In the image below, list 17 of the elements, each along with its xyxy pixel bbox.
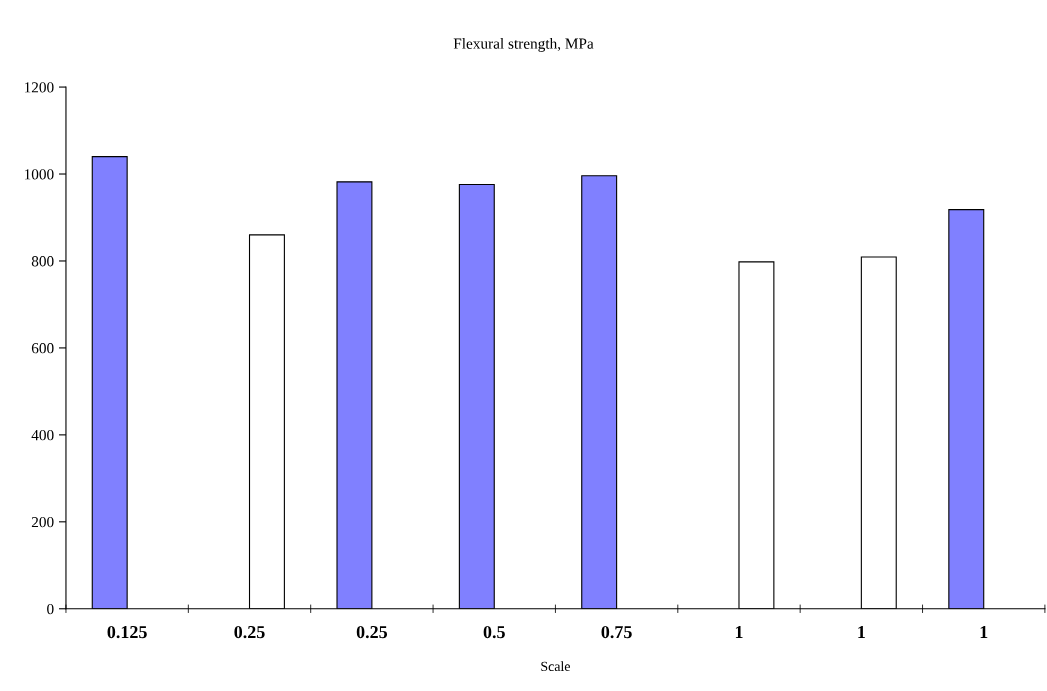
x-tick-label: 1 (858, 626, 865, 638)
y-tick-label: 1000 (24, 169, 54, 180)
x-tick-label: 0.75 (601, 625, 632, 639)
x-tick-label: 0.25 (234, 625, 265, 639)
x-tick-label: 0.125 (107, 625, 147, 639)
y-tick-label: 0 (47, 603, 54, 615)
y-tick-label: 200 (31, 516, 54, 528)
x-axis-title: Scale (541, 661, 570, 672)
y-tick-label: 1200 (24, 82, 54, 93)
x-tick-label: 1 (980, 626, 988, 638)
x-tick-label: 0.25 (356, 625, 388, 639)
x-tick-label: 1 (735, 626, 743, 638)
y-tick-label: 600 (31, 343, 54, 354)
y-tick-label: 800 (31, 256, 54, 267)
chart-title: Flexural strength, MPa (453, 38, 594, 52)
x-tick-label: 0.5 (483, 625, 505, 639)
y-tick-label: 400 (31, 430, 54, 441)
